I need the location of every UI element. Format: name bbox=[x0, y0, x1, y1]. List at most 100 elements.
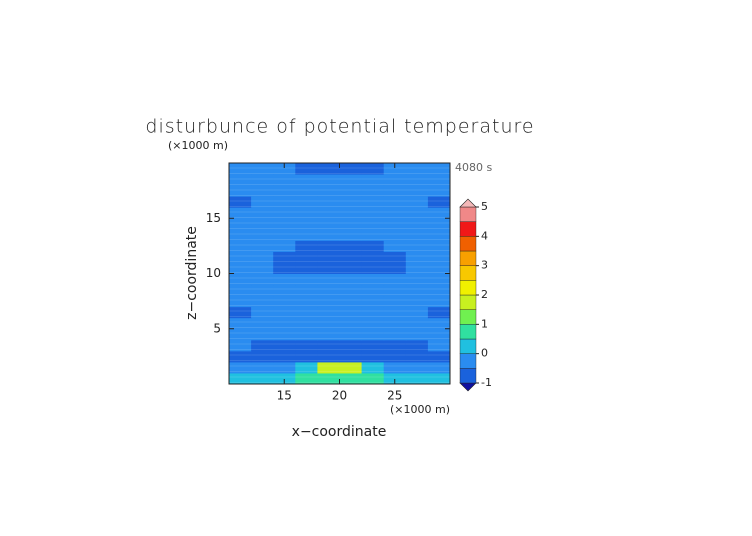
contour-cell bbox=[317, 273, 340, 286]
contour-cell bbox=[251, 295, 274, 308]
contour-cell bbox=[229, 207, 252, 219]
contour-cell bbox=[427, 317, 451, 330]
contour-cell bbox=[427, 372, 451, 385]
x-tick-label: 20 bbox=[332, 389, 347, 403]
contour-cell bbox=[317, 350, 340, 363]
colorbar-band bbox=[459, 324, 477, 340]
contour-cell bbox=[317, 229, 340, 241]
contour-cell bbox=[383, 229, 407, 241]
contour-cell bbox=[361, 207, 385, 219]
contour-cell bbox=[339, 361, 363, 374]
contour-cell bbox=[251, 328, 274, 341]
contour-cell bbox=[383, 295, 407, 308]
contour-cell bbox=[229, 295, 252, 308]
contour-cell bbox=[361, 306, 385, 319]
contour-cell bbox=[273, 163, 296, 175]
contour-cell bbox=[361, 229, 385, 241]
contour-cell bbox=[405, 196, 429, 208]
contour-cell bbox=[251, 174, 274, 186]
contour-cell bbox=[339, 273, 363, 286]
contour-cell bbox=[427, 350, 451, 363]
contour-cell bbox=[295, 372, 318, 385]
contour-cell bbox=[339, 284, 363, 297]
contour-cell bbox=[383, 174, 407, 186]
contour-cell bbox=[339, 306, 363, 319]
chart-title: disturbunce of potential temperature bbox=[145, 116, 534, 138]
contour-cell bbox=[273, 273, 296, 286]
contour-cell bbox=[251, 229, 274, 241]
contour-cell bbox=[405, 251, 429, 263]
contour-cell bbox=[251, 372, 274, 385]
contour-cell bbox=[361, 240, 385, 252]
contour-cell bbox=[251, 251, 274, 263]
colorbar-tick-label: -1 bbox=[481, 376, 492, 389]
contour-cell bbox=[383, 317, 407, 330]
contour-cell bbox=[295, 350, 318, 363]
contour-cell bbox=[339, 229, 363, 241]
contour-cell bbox=[229, 339, 252, 352]
colorbar-band bbox=[459, 236, 477, 252]
contour-cell bbox=[339, 207, 363, 219]
contour-cell bbox=[295, 196, 318, 208]
colorbar-band bbox=[459, 280, 477, 296]
contour-cell bbox=[361, 163, 385, 175]
colorbar-tick-label: 5 bbox=[481, 200, 488, 213]
contour-cell bbox=[229, 273, 252, 286]
contour-cell bbox=[295, 229, 318, 241]
contour-cell bbox=[405, 163, 429, 175]
colorbar-band bbox=[459, 338, 477, 354]
contour-cell bbox=[361, 339, 385, 352]
contour-cell bbox=[383, 218, 407, 230]
contour-cell bbox=[339, 185, 363, 197]
contour-cell bbox=[405, 350, 429, 363]
contour-field bbox=[229, 163, 451, 385]
contour-cell bbox=[295, 251, 318, 263]
contour-cell bbox=[229, 372, 252, 385]
contour-cell bbox=[317, 207, 340, 219]
contour-cell bbox=[339, 339, 363, 352]
contour-cell bbox=[383, 240, 407, 252]
contour-cell bbox=[229, 306, 252, 319]
contour-cell bbox=[317, 317, 340, 330]
contour-cell bbox=[273, 218, 296, 230]
contour-cell bbox=[229, 262, 252, 274]
contour-cell bbox=[361, 273, 385, 286]
contour-cell bbox=[339, 174, 363, 186]
contour-cell bbox=[405, 317, 429, 330]
contour-cell bbox=[295, 361, 318, 374]
contour-cell bbox=[339, 317, 363, 330]
contour-cell bbox=[317, 339, 340, 352]
colorbar-band bbox=[459, 309, 477, 325]
contour-cell bbox=[295, 174, 318, 186]
contour-cell bbox=[295, 163, 318, 175]
contour-cell bbox=[273, 185, 296, 197]
contour-cell bbox=[427, 185, 451, 197]
contour-cell bbox=[295, 207, 318, 219]
contour-cell bbox=[405, 218, 429, 230]
contour-cell bbox=[295, 339, 318, 352]
colorbar-tick-label: 4 bbox=[481, 229, 488, 242]
contour-cell bbox=[339, 218, 363, 230]
contour-cell bbox=[229, 284, 252, 297]
contour-cell bbox=[251, 196, 274, 208]
contour-cell bbox=[361, 196, 385, 208]
contour-cell bbox=[229, 350, 252, 363]
contour-cell bbox=[339, 372, 363, 385]
contour-cell bbox=[405, 372, 429, 385]
contour-cell bbox=[361, 284, 385, 297]
contour-cell bbox=[273, 174, 296, 186]
contour-cell bbox=[317, 185, 340, 197]
contour-cell bbox=[273, 317, 296, 330]
contour-cell bbox=[383, 361, 407, 374]
contour-cell bbox=[229, 163, 252, 175]
colorbar-under bbox=[459, 382, 477, 392]
contour-cell bbox=[273, 361, 296, 374]
contour-cell bbox=[229, 218, 252, 230]
contour-cell bbox=[251, 218, 274, 230]
contour-cell bbox=[229, 328, 252, 341]
contour-cell bbox=[405, 295, 429, 308]
contour-cell bbox=[251, 361, 274, 374]
contour-cell bbox=[251, 240, 274, 252]
time-label: 4080 s bbox=[455, 161, 492, 174]
contour-cell bbox=[405, 339, 429, 352]
